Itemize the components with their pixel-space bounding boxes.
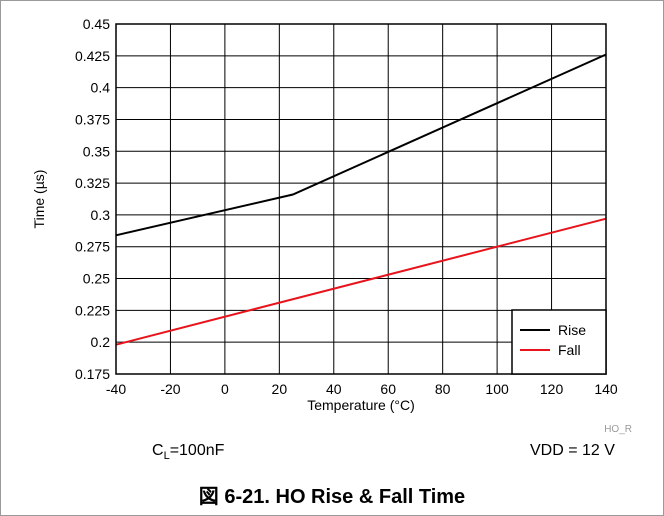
series-lines — [115, 53, 607, 346]
x-tick-label: 140 — [594, 381, 618, 397]
x-tick-label: 80 — [435, 381, 451, 397]
figure-code: HO_R — [604, 424, 632, 435]
y-tick-label: 0.175 — [75, 366, 110, 382]
y-tick-label: 0.45 — [83, 16, 110, 32]
y-tick-label: 0.3 — [91, 207, 111, 223]
legend-box — [511, 309, 607, 375]
y-tick-label: 0.275 — [75, 239, 110, 255]
cl-subscript: L — [163, 450, 170, 463]
cl-value: =100nF — [169, 442, 225, 459]
x-tick-label: -40 — [106, 381, 126, 397]
y-tick-label: 0.4 — [91, 80, 111, 96]
y-tick-labels: 0.175 0.2 0.225 0.25 0.275 0.3 0.325 0.35 0.375 0… — [75, 16, 110, 382]
vdd-note: VDD = 12 V — [530, 442, 615, 459]
x-tick-label: 120 — [540, 381, 564, 397]
load-capacitance-note: CL=100nF — [152, 442, 224, 462]
y-tick-label: 0.2 — [91, 334, 111, 350]
legend-label-fall: Fall — [558, 342, 581, 358]
series-line-rise — [115, 53, 607, 237]
x-axis-label: Temperature (°C) — [307, 397, 415, 413]
plot-area-border — [115, 23, 607, 375]
x-tick-label: -20 — [160, 381, 180, 397]
x-tick-label: 100 — [485, 381, 509, 397]
x-tick-label: 0 — [221, 381, 229, 397]
y-tick-label: 0.425 — [75, 48, 110, 64]
y-tick-label: 0.325 — [75, 175, 110, 191]
cl-symbol: C — [152, 442, 164, 459]
y-axis-label: Time (µs) — [31, 170, 47, 229]
series-line-fall — [115, 217, 607, 346]
x-tick-label: 20 — [272, 381, 288, 397]
figure-caption: 図 6-21. HO Rise & Fall Time — [198, 486, 466, 508]
y-tick-label: 0.225 — [75, 302, 110, 318]
legend-label-rise: Rise — [558, 322, 586, 338]
x-tick-label: 40 — [326, 381, 342, 397]
y-tick-label: 0.25 — [83, 271, 110, 287]
legend: Rise Fall — [511, 309, 607, 375]
x-tick-labels: -40 -20 0 20 40 60 80 100 120 140 — [106, 381, 618, 397]
y-tick-label: 0.35 — [83, 143, 110, 159]
x-tick-label: 60 — [380, 381, 396, 397]
y-tick-label: 0.375 — [75, 111, 110, 127]
